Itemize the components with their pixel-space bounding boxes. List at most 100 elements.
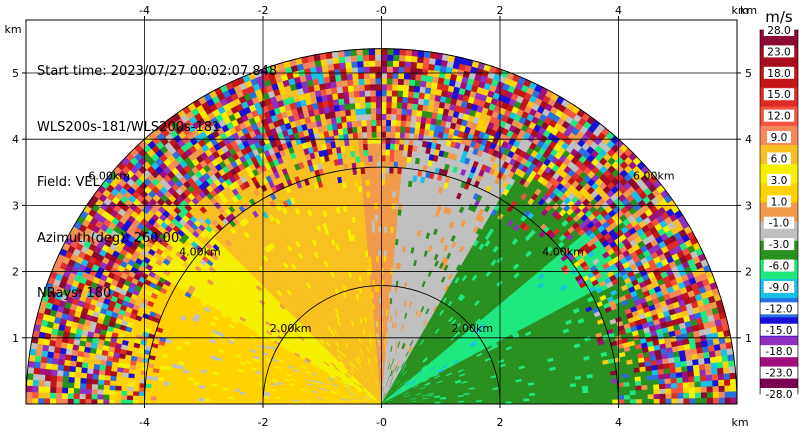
velocity-cell	[91, 378, 99, 385]
velocity-cell	[43, 386, 51, 393]
velocity-cell	[144, 395, 151, 401]
velocity-cell	[337, 91, 345, 100]
velocity-cell	[115, 380, 123, 387]
velocity-cell	[109, 384, 116, 391]
velocity-cell	[57, 363, 65, 371]
velocity-cell	[73, 387, 81, 394]
velocity-cell	[144, 391, 152, 397]
velocity-cell	[150, 387, 158, 393]
velocity-cell	[185, 396, 193, 401]
velocity-cell	[26, 378, 34, 387]
velocity-cell	[67, 387, 75, 394]
velocity-cell	[90, 393, 98, 400]
velocity-cell	[91, 383, 99, 390]
velocity-cell	[91, 373, 99, 380]
velocity-cell	[132, 399, 139, 404]
velocity-cell	[31, 385, 39, 393]
velocity-cell	[138, 390, 146, 397]
velocity-cell	[79, 377, 87, 384]
velocity-cell	[144, 387, 152, 393]
velocity-cell	[37, 385, 45, 393]
velocity-cell	[144, 399, 151, 404]
velocity-cell	[39, 361, 47, 370]
velocity-cell	[84, 393, 92, 400]
velocity-cell	[34, 355, 42, 363]
velocity-cell	[162, 392, 169, 397]
velocity-cell	[31, 397, 39, 404]
velocity-cell	[55, 386, 63, 394]
velocity-cell	[138, 399, 145, 404]
velocity-cell	[79, 393, 86, 400]
velocity-cell	[26, 372, 34, 380]
velocity-cell	[335, 80, 343, 88]
velocity-cell	[114, 399, 122, 404]
velocity-cell	[121, 380, 129, 387]
velocity-cell	[96, 393, 104, 400]
velocity-cell	[55, 380, 63, 388]
velocity-cell	[332, 56, 340, 65]
velocity-cell	[108, 398, 116, 404]
velocity-cell	[45, 362, 53, 370]
velocity-cell	[55, 398, 62, 404]
velocity-cell	[132, 386, 140, 392]
velocity-cell	[67, 376, 75, 383]
velocity-cell	[37, 391, 45, 399]
velocity-cell	[74, 371, 82, 378]
velocity-cell	[203, 397, 211, 402]
velocity-cell	[97, 383, 105, 390]
velocity-cell	[67, 381, 75, 389]
velocity-cell	[40, 355, 48, 364]
velocity-cell	[120, 390, 128, 396]
velocity-cell	[102, 398, 110, 404]
velocity-cell	[56, 369, 64, 377]
velocity-cell	[27, 366, 35, 374]
velocity-cell	[31, 391, 39, 399]
velocity-cell	[173, 396, 181, 401]
velocity-cell	[79, 398, 86, 404]
velocity-cell	[103, 384, 110, 391]
velocity-cell	[126, 385, 134, 392]
velocity-cell	[49, 392, 57, 399]
velocity-cell	[132, 390, 140, 396]
velocity-cell	[168, 392, 175, 398]
velocity-cell	[32, 373, 40, 381]
velocity-cell	[49, 397, 56, 404]
velocity-cell	[102, 393, 110, 400]
velocity-cell	[126, 399, 133, 404]
velocity-cell	[333, 62, 341, 70]
velocity-cell	[336, 86, 344, 94]
velocity-cell	[91, 388, 98, 395]
velocity-cell	[90, 398, 98, 404]
velocity-cell	[44, 368, 52, 376]
velocity-cell	[49, 380, 57, 388]
velocity-cell	[191, 397, 199, 402]
velocity-cell	[156, 395, 163, 401]
velocity-cell	[68, 365, 77, 373]
velocity-cell	[84, 398, 92, 404]
velocity-cell	[334, 68, 342, 76]
velocity-cell	[32, 367, 41, 375]
velocity-cell	[132, 395, 140, 401]
velocity-cell	[49, 386, 57, 393]
velocity-cell	[73, 376, 81, 384]
velocity-cell	[33, 361, 41, 369]
velocity-cell	[120, 399, 128, 404]
velocity-cell	[126, 394, 134, 400]
velocity-cell	[61, 381, 69, 388]
velocity-cell	[73, 392, 80, 400]
velocity-cell	[80, 372, 88, 379]
velocity-cell	[38, 367, 46, 375]
velocity-cell	[61, 392, 68, 399]
velocity-cell	[138, 395, 145, 401]
velocity-cell	[61, 398, 68, 404]
velocity-cell	[338, 97, 346, 106]
velocity-cell	[62, 370, 70, 377]
velocity-cell	[85, 377, 93, 385]
velocity-cell	[62, 375, 69, 383]
velocity-cell	[32, 379, 40, 387]
velocity-cell	[120, 385, 128, 391]
velocity-cell	[85, 383, 93, 390]
velocity-cell	[38, 379, 45, 387]
velocity-cell	[150, 391, 157, 397]
